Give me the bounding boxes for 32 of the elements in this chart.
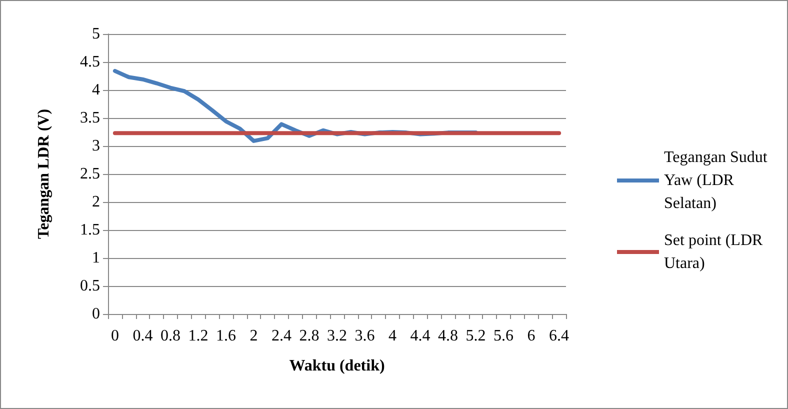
y-tick-label: 1 <box>92 250 100 266</box>
y-tick-label: 3.5 <box>80 110 100 126</box>
y-tick-label: 2 <box>92 194 100 210</box>
x-tick-label: 0.4 <box>132 328 153 344</box>
x-tick-label: 6.4 <box>549 328 570 344</box>
x-tick-label: 5.2 <box>466 328 486 344</box>
x-tick-label: 2.4 <box>271 328 292 344</box>
x-tick-label: 3.2 <box>327 328 347 344</box>
y-tick-label: 0.5 <box>80 278 100 294</box>
y-tick-label: 1.5 <box>80 222 100 238</box>
legend-label: Tegangan Sudut Yaw (LDR Selatan) <box>664 149 772 212</box>
x-tick-label: 1.2 <box>188 328 208 344</box>
x-tick-label: 3.6 <box>354 328 375 344</box>
y-tick-label: 5 <box>92 26 100 42</box>
legend-label: Set point (LDR Utara) <box>664 232 767 272</box>
x-tick-label: 1.6 <box>216 328 236 344</box>
x-tick-label: 5.6 <box>494 328 514 344</box>
x-tick-label: 4 <box>388 328 397 344</box>
x-tick-label: 4.8 <box>438 328 458 344</box>
x-axis-title: Waktu (detik) <box>289 358 385 374</box>
x-tick-label: 4.4 <box>410 328 430 344</box>
y-axis-title: Tegangan LDR (V) <box>36 108 52 240</box>
x-tick-label: 6 <box>527 328 536 344</box>
y-tick-label: 3 <box>92 138 100 154</box>
y-tick-label: 4 <box>92 82 100 98</box>
y-tick-label: 4.5 <box>80 54 100 70</box>
x-tick-label: 0.8 <box>160 328 180 344</box>
x-tick-label: 2.8 <box>299 328 320 344</box>
x-tick-label: 2 <box>250 328 258 344</box>
y-tick-label: 0 <box>92 306 100 322</box>
x-tick-label: 0 <box>110 328 119 344</box>
y-tick-label: 2.5 <box>80 166 100 182</box>
